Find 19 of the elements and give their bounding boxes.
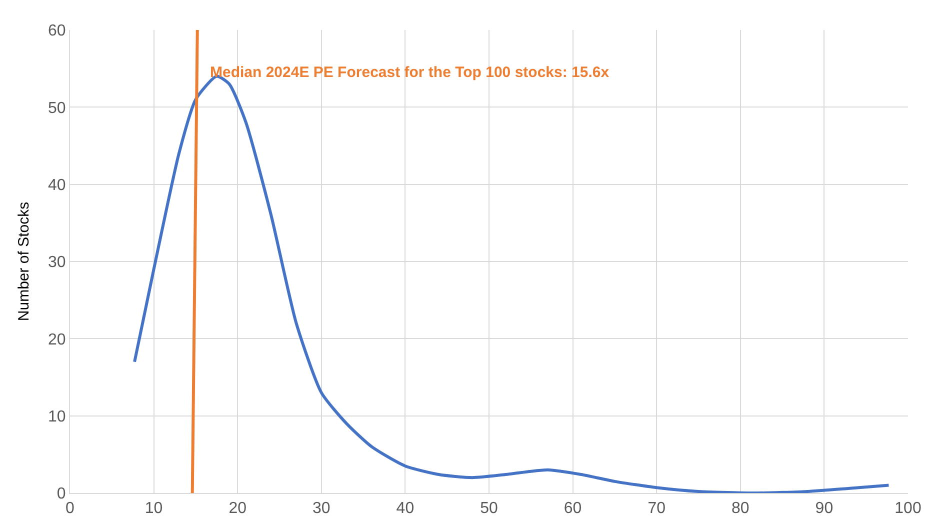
- y-tick-label: 10: [48, 408, 66, 426]
- x-tick-label: 10: [144, 500, 163, 518]
- y-tick-label: 60: [48, 22, 66, 40]
- x-tick-label: 20: [228, 500, 247, 518]
- x-tick-label: 80: [732, 500, 750, 518]
- y-tick-label: 30: [48, 254, 66, 272]
- annotation: Median 2024E PE Forecast for the Top 100 stocks: 15.6x: [210, 64, 610, 81]
- x-tick-label: 40: [396, 500, 414, 518]
- y-axis-title: Number of Stocks: [15, 202, 32, 322]
- x-tick-label: 70: [648, 500, 666, 518]
- x-tick-label: 60: [564, 500, 582, 518]
- y-tick-label: 20: [48, 331, 66, 348]
- x-tick-label: 50: [480, 500, 498, 518]
- x-tick-label: 100: [894, 500, 922, 518]
- x-tick-label: 90: [815, 500, 834, 518]
- y-tick-label: 0: [56, 486, 66, 503]
- x-tick-label: 30: [312, 500, 330, 518]
- y-tick-label: 40: [48, 176, 66, 194]
- y-tick-label: 50: [48, 100, 66, 117]
